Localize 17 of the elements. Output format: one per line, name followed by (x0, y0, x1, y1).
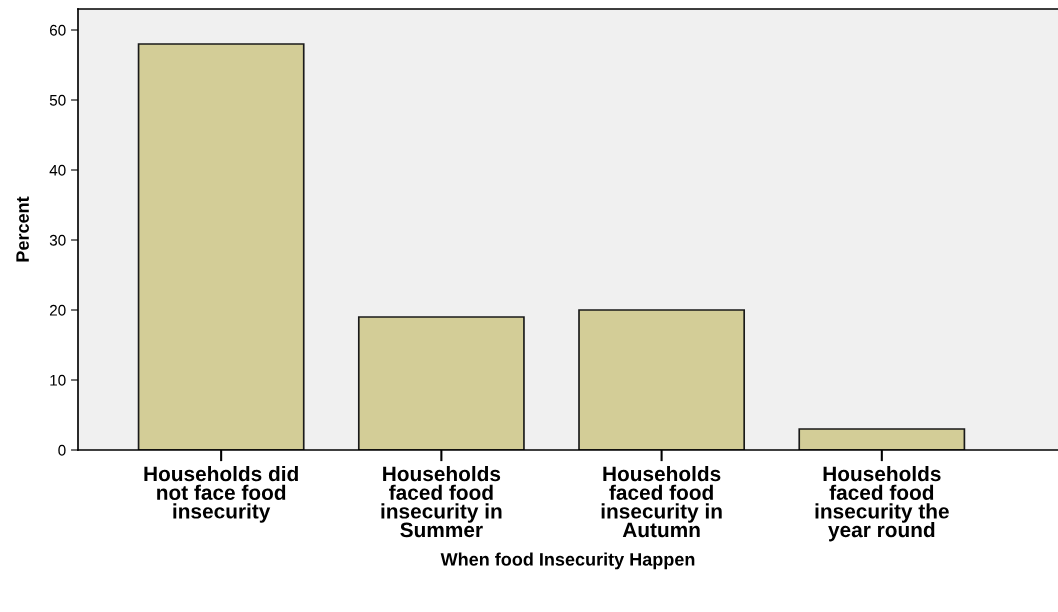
y-tick-label: 20 (49, 304, 66, 316)
bar (357, 316, 525, 450)
x-tick-label: Households faced food insecurity the year round (815, 465, 949, 542)
y-tick-label: 40 (49, 164, 66, 176)
y-tick-label: 60 (49, 24, 66, 36)
x-tick-label: Households did not face food insecurity (144, 465, 298, 523)
x-tick-label: Households faced food insecurity in Autumn (601, 465, 722, 538)
y-tick-label: 0 (58, 444, 66, 456)
bar (578, 309, 746, 450)
y-tick-label: 50 (49, 94, 66, 106)
x-tick-label: Households faced food insecurity in Summer (381, 465, 502, 538)
y-tick-label: 10 (50, 374, 66, 386)
bar (137, 43, 305, 450)
y-tick-label: 30 (49, 234, 66, 246)
bar (798, 428, 966, 450)
y-axis-title: Percent (16, 196, 29, 262)
x-axis-title: When food Insecurity Happen (440, 552, 695, 570)
